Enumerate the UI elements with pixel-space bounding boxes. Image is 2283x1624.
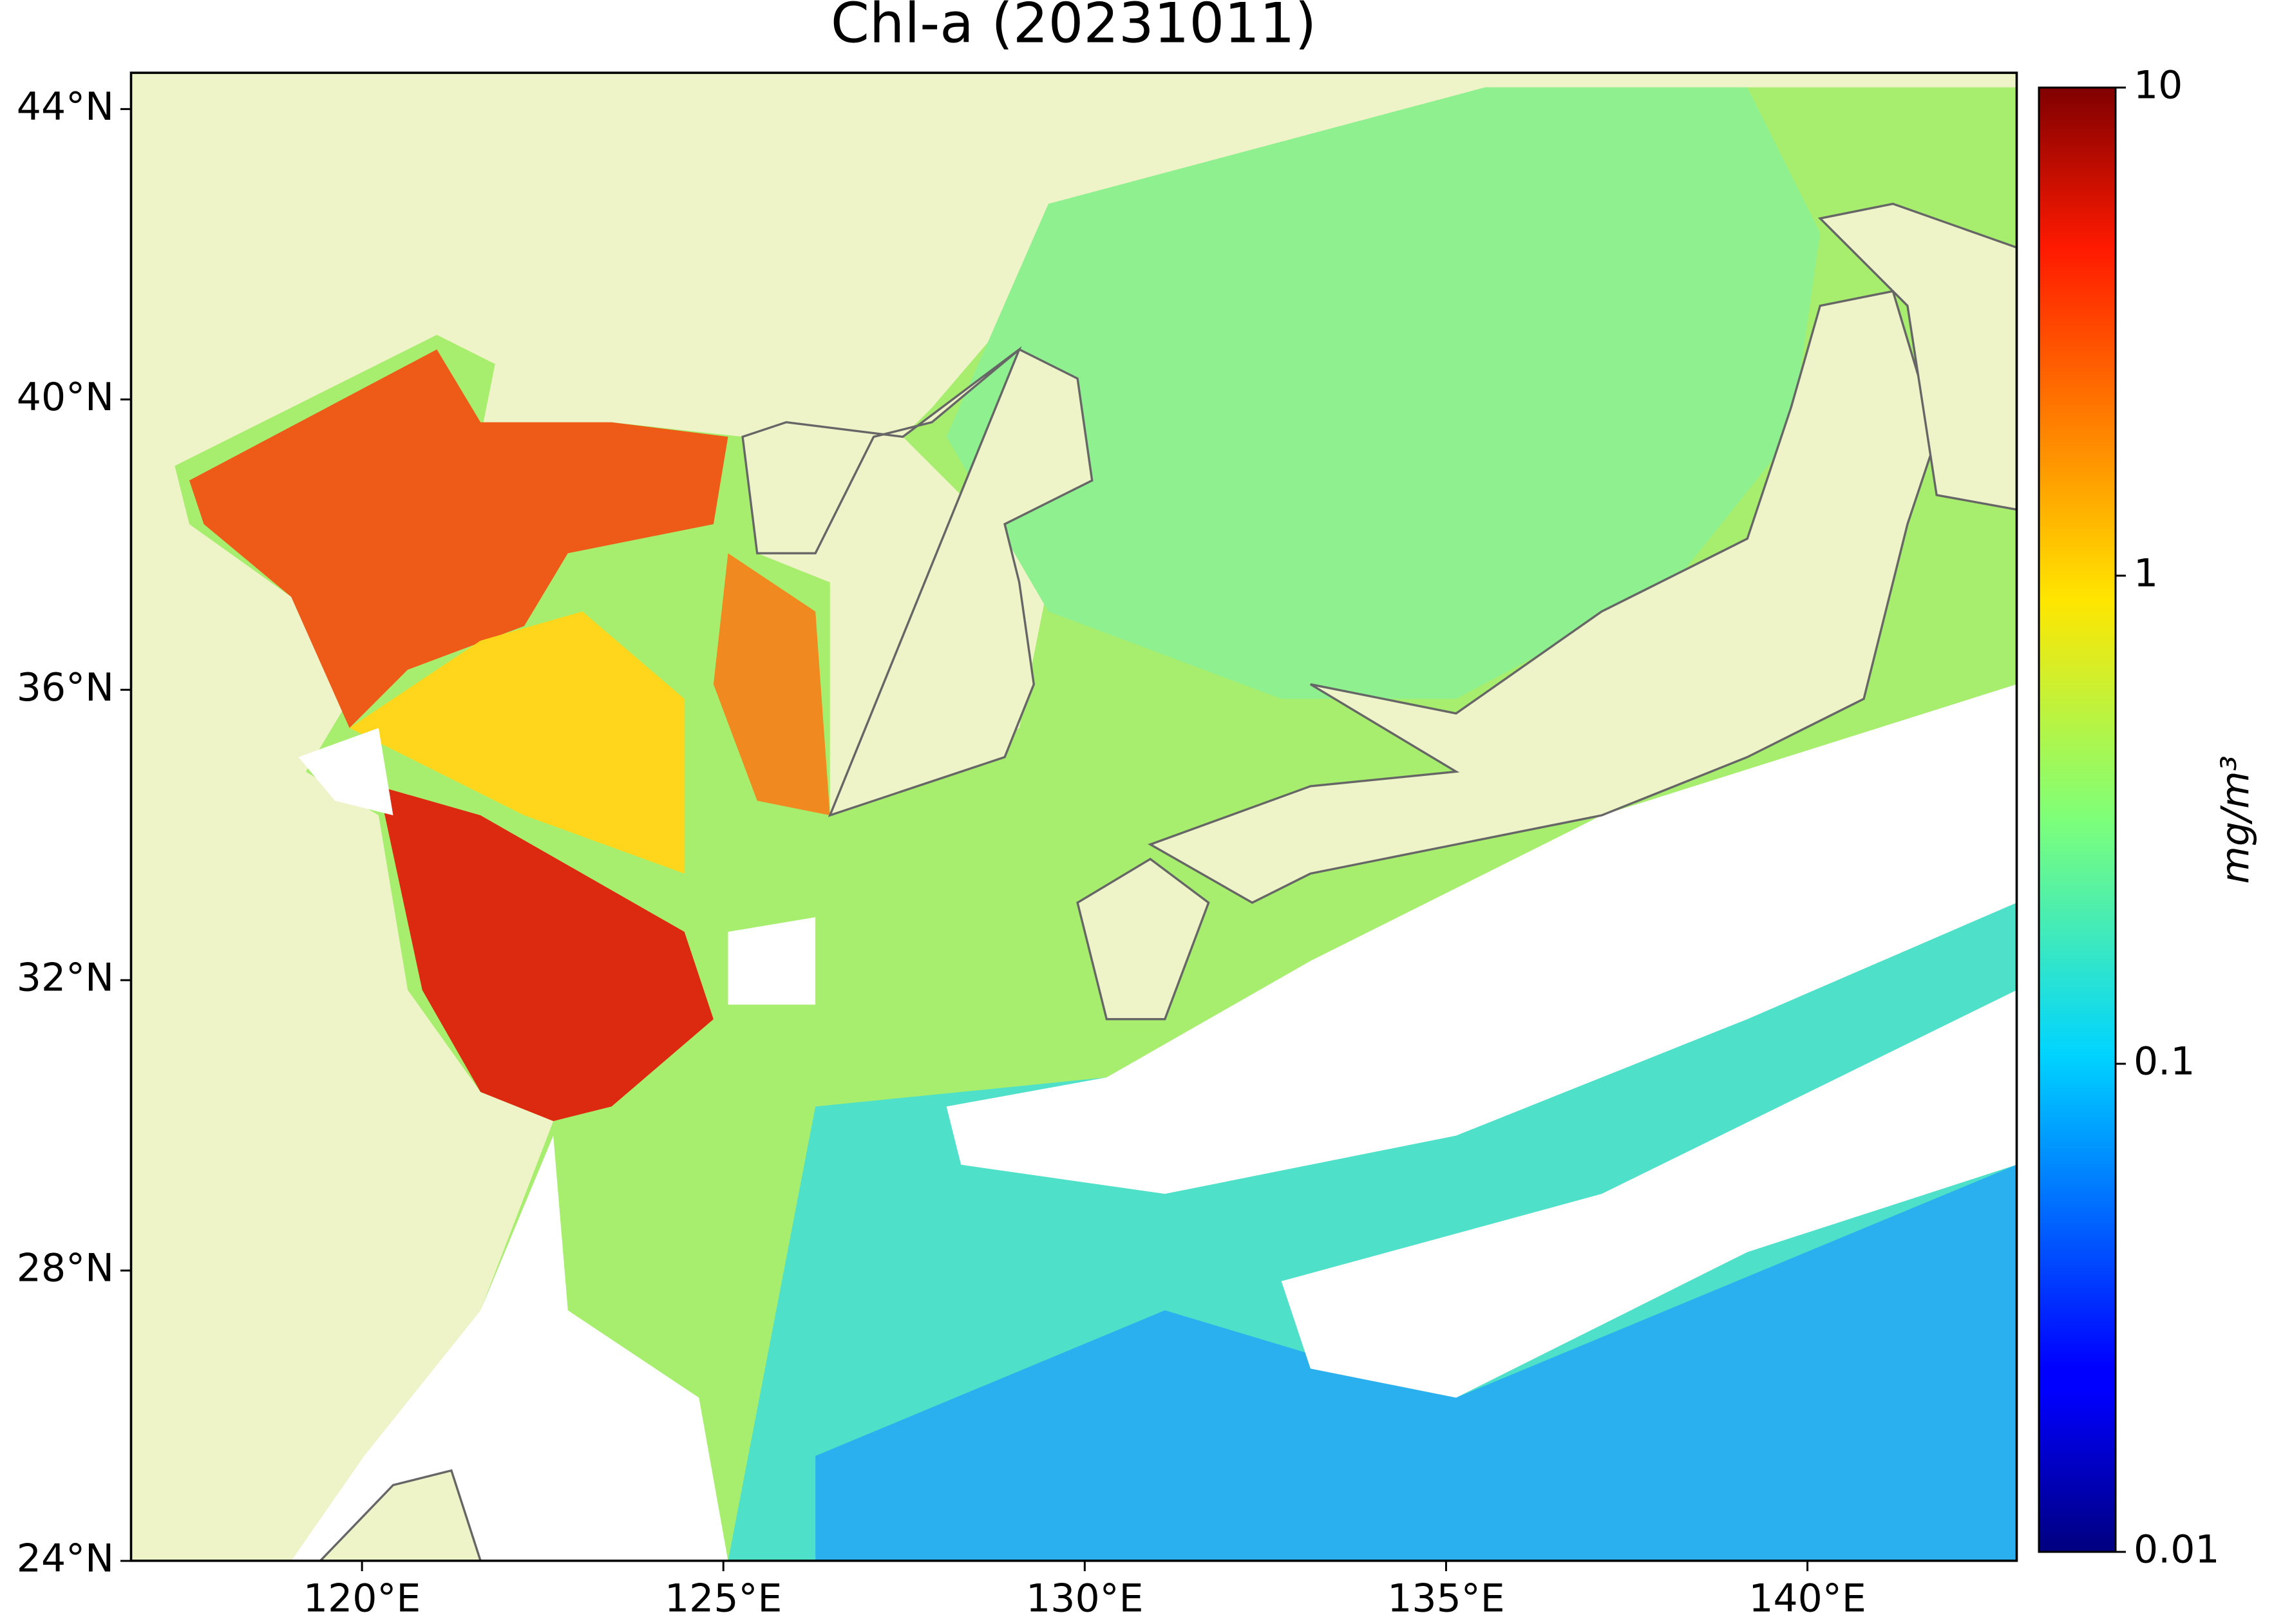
y-tick-label: 44°N <box>17 84 114 129</box>
colorbar-tick-label: 1 <box>2134 551 2158 596</box>
colorbar-tick-label: 0.01 <box>2134 1527 2220 1572</box>
colorbar-tick-label: 0.1 <box>2134 1039 2195 1084</box>
colorbar <box>2038 86 2117 1553</box>
y-tick-label: 32°N <box>17 956 114 1001</box>
y-tick-label: 40°N <box>17 375 114 420</box>
x-tick-label: 130°E <box>1026 1576 1143 1621</box>
y-tick-label: 24°N <box>17 1536 114 1582</box>
colorbar-tick-label: 10 <box>2134 63 2183 108</box>
y-tick-label: 36°N <box>17 665 114 710</box>
y-tick-label: 28°N <box>17 1246 114 1291</box>
colorbar-label: mg/m³ <box>2213 755 2259 883</box>
x-tick-label: 140°E <box>1748 1576 1866 1621</box>
chart-title: Chl-a (20231011) <box>831 0 1316 55</box>
map-image <box>129 71 2018 1562</box>
x-tick-label: 135°E <box>1387 1576 1504 1621</box>
x-tick-label: 125°E <box>665 1576 782 1621</box>
x-tick-label: 120°E <box>303 1576 421 1621</box>
